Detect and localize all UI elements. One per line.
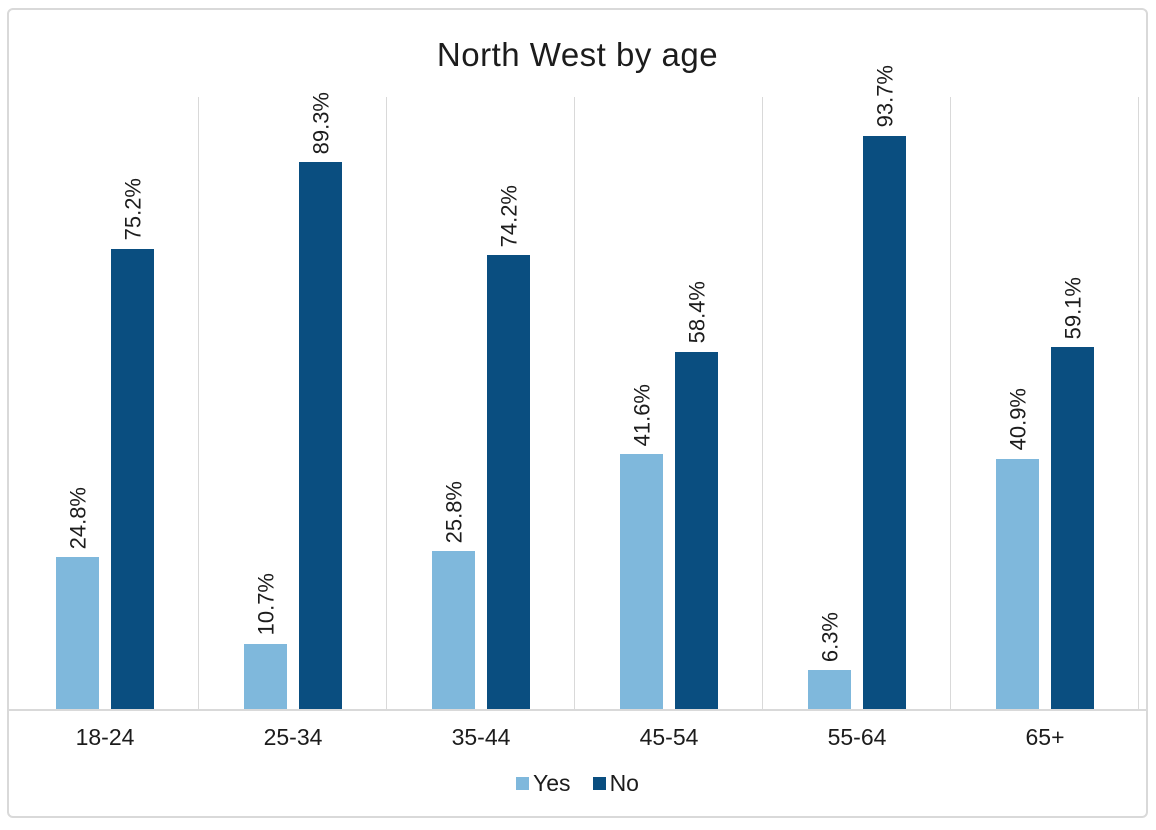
bar-slot-no: 58.4% [675, 97, 718, 709]
bar-data-label: 75.2% [119, 178, 145, 241]
bar-data-label: 40.9% [1004, 388, 1030, 451]
x-axis-label: 25-34 [263, 724, 323, 750]
bar-slot-yes: 41.6% [620, 97, 663, 709]
plot-area: 24.8% 75.2% 10.7% 89.3% 25.8% 74.2% 41.6% 58.4%… [11, 65, 1139, 709]
bar-slot-no: 75.2% [111, 97, 154, 709]
bar-data-label: 6.3% [816, 612, 842, 663]
bar-slot-no: 93.7% [863, 65, 906, 709]
bar-no [111, 248, 154, 709]
legend-item-no: No [592, 770, 639, 797]
legend-swatch-icon [592, 777, 606, 790]
x-axis-label: 18-24 [75, 724, 135, 750]
category-group: 41.6% 58.4% [575, 97, 763, 709]
legend-swatch-icon [516, 777, 530, 790]
bar-data-label: 93.7% [871, 65, 897, 128]
bar-slot-yes: 25.8% [432, 97, 475, 709]
bar-data-label: 58.4% [683, 281, 709, 344]
bar-slot-no: 59.1% [1051, 97, 1094, 709]
bar-yes [808, 670, 851, 709]
bar-data-label: 59.1% [1059, 276, 1085, 340]
bar-no [1051, 347, 1094, 709]
legend-label: No [609, 770, 639, 796]
bar-data-label: 89.3% [307, 92, 333, 155]
bar-data-label: 24.8% [64, 486, 90, 550]
category-group: 10.7% 89.3% [199, 92, 387, 709]
bar-yes [432, 551, 475, 709]
bar-slot-yes: 10.7% [244, 97, 287, 709]
category-group: 24.8% 75.2% [11, 97, 199, 709]
bar-data-label: 25.8% [440, 480, 466, 544]
bar-yes [996, 458, 1039, 709]
x-axis-label: 55-64 [827, 724, 887, 750]
legend-label: Yes [533, 770, 571, 796]
bar-no [675, 351, 718, 709]
x-axis-label: 45-54 [639, 724, 699, 750]
bar-data-label: 10.7% [252, 573, 278, 636]
bar-yes [620, 454, 663, 709]
bar-slot-no: 74.2% [487, 97, 530, 709]
category-group: 6.3% 93.7% [763, 65, 951, 709]
bar-no [863, 135, 906, 709]
legend-item-yes: Yes [516, 770, 571, 797]
x-axis-label: 65+ [1025, 724, 1065, 750]
chart-title: North West by age [436, 36, 719, 73]
x-axis-line [9, 709, 1146, 711]
x-axis-labels: 18-24 25-34 35-44 45-54 55-64 65+ [11, 724, 1139, 751]
bar-yes [56, 557, 99, 709]
bar-data-label: 41.6% [628, 384, 654, 447]
bar-no [299, 162, 342, 709]
bar-data-label: 74.2% [495, 184, 521, 247]
bar-slot-yes: 40.9% [996, 97, 1039, 709]
chart-frame: North West by age 24.8% 75.2% 10.7% 89.3% 25… [7, 8, 1148, 818]
bar-slot-yes: 24.8% [56, 97, 99, 709]
x-axis-label: 35-44 [451, 724, 511, 750]
category-group: 25.8% 74.2% [387, 97, 575, 709]
bar-no [487, 254, 530, 709]
bar-slot-yes: 6.3% [808, 97, 851, 709]
legend: Yes No [9, 770, 1146, 797]
category-group: 40.9% 59.1% [951, 97, 1139, 709]
bar-yes [244, 643, 287, 709]
bar-slot-no: 89.3% [299, 92, 342, 709]
